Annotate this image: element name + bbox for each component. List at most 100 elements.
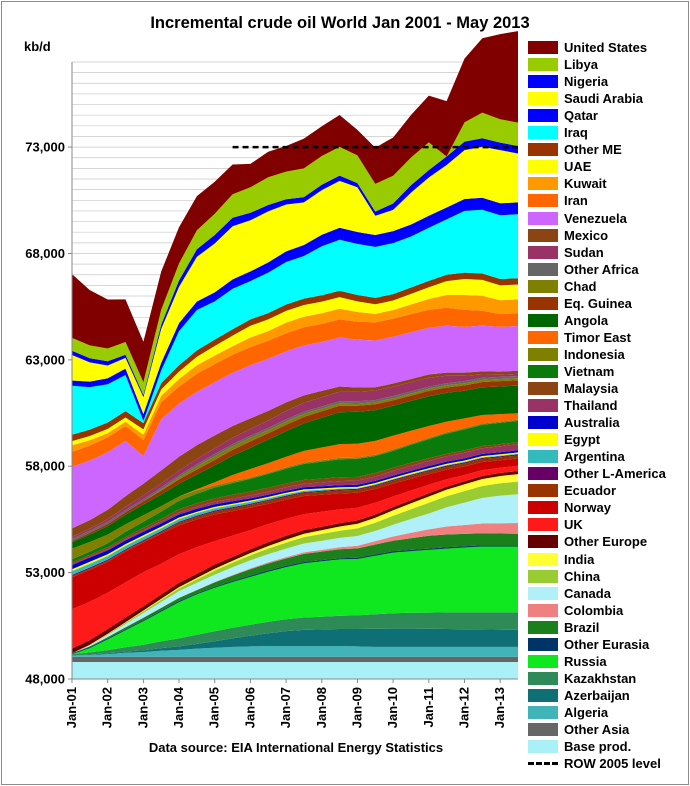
legend-label: ROW 2005 level bbox=[564, 756, 661, 772]
legend-swatch bbox=[528, 450, 558, 464]
legend-swatch bbox=[528, 143, 558, 157]
legend-item: Azerbaijan bbox=[528, 687, 630, 704]
area-china bbox=[72, 481, 518, 654]
data-source-note: Data source: EIA International Energy St… bbox=[149, 740, 443, 755]
area-series-group bbox=[72, 31, 518, 679]
legend-label: Thailand bbox=[564, 398, 618, 414]
x-tick-label: Jan-07 bbox=[278, 687, 293, 728]
legend-label: Egypt bbox=[564, 432, 601, 448]
legend-swatch bbox=[528, 552, 558, 566]
y-tick-label: 53,000 bbox=[25, 565, 65, 580]
legend-swatch bbox=[528, 160, 558, 174]
legend-item: Kuwait bbox=[528, 175, 607, 192]
y-axis-label: kb/d bbox=[24, 39, 51, 54]
area-canada bbox=[72, 494, 518, 654]
area-libya bbox=[72, 112, 518, 395]
legend-swatch bbox=[528, 177, 558, 191]
legend-label: Sudan bbox=[564, 244, 604, 260]
legend-item: Other L-America bbox=[528, 465, 666, 482]
legend-item: Other Africa bbox=[528, 261, 639, 278]
legend-swatch bbox=[528, 569, 558, 583]
legend-item: Nigeria bbox=[528, 73, 608, 90]
area-base-prod bbox=[72, 662, 518, 679]
legend-swatch bbox=[528, 467, 558, 481]
legend-swatch bbox=[528, 586, 558, 600]
legend-item: Colombia bbox=[528, 602, 623, 619]
legend-item: Saudi Arabia bbox=[528, 90, 643, 107]
legend-swatch bbox=[528, 194, 558, 208]
legend-item: Algeria bbox=[528, 704, 608, 721]
legend-swatch bbox=[528, 603, 558, 617]
legend-swatch bbox=[528, 501, 558, 515]
legend-label: Azerbaijan bbox=[564, 687, 630, 703]
legend-label: Other Eurasia bbox=[564, 636, 650, 652]
legend-label: Ecuador bbox=[564, 483, 617, 499]
legend-label: Saudi Arabia bbox=[564, 91, 643, 107]
legend-label: Indonesia bbox=[564, 346, 625, 362]
area-russia bbox=[72, 546, 518, 655]
legend-swatch bbox=[528, 654, 558, 668]
y-tick-label: 48,000 bbox=[25, 672, 65, 687]
legend-item: Ecuador bbox=[528, 482, 616, 499]
y-tick-labels: 48,000 53,000 58,000 63,000 68,000 73,000 bbox=[25, 140, 72, 687]
legend-label: Timor East bbox=[564, 329, 631, 345]
legend-item: China bbox=[528, 568, 600, 585]
legend-label: Chad bbox=[564, 278, 597, 294]
y-tick-label: 63,000 bbox=[25, 352, 65, 367]
legend-swatch bbox=[528, 296, 558, 310]
legend-item: Mexico bbox=[528, 227, 608, 244]
legend-swatch bbox=[528, 637, 558, 651]
legend-label: India bbox=[564, 551, 595, 567]
legend-item: Chad bbox=[528, 278, 597, 295]
x-tick-label: Jan-12 bbox=[456, 687, 471, 728]
legend-item: India bbox=[528, 551, 594, 568]
area-algeria bbox=[72, 646, 518, 657]
legend-label: Other Asia bbox=[564, 722, 630, 737]
legend-label: Libya bbox=[564, 57, 598, 73]
legend-swatch bbox=[528, 211, 558, 225]
legend-label: Vietnam bbox=[564, 363, 615, 379]
legend-item: Base prod. bbox=[528, 738, 631, 755]
legend-label: Algeria bbox=[564, 704, 609, 720]
legend-item: Indonesia bbox=[528, 346, 625, 363]
legend-item: Malaysia bbox=[528, 380, 618, 397]
legend-item: Other ME bbox=[528, 141, 622, 158]
x-tick-label: Jan-10 bbox=[385, 687, 400, 728]
legend-swatch bbox=[528, 433, 558, 447]
area-united-states bbox=[72, 31, 518, 383]
legend-label: UK bbox=[564, 517, 583, 533]
legend-item: UAE bbox=[528, 158, 591, 175]
legend-swatch bbox=[528, 109, 558, 123]
legend-swatch bbox=[528, 518, 558, 532]
legend-item: UK bbox=[528, 516, 583, 533]
area-iraq bbox=[72, 209, 518, 435]
legend-label: Colombia bbox=[564, 602, 624, 618]
x-tick-label: Jan-03 bbox=[135, 687, 150, 728]
legend-label: Iran bbox=[564, 193, 588, 209]
legend-swatch bbox=[528, 330, 558, 344]
area-mexico bbox=[72, 370, 518, 537]
area-kuwait bbox=[72, 295, 518, 452]
x-tick-label: Jan-13 bbox=[492, 687, 507, 728]
area-saudi-arabia bbox=[72, 146, 518, 415]
x-tick-label: Jan-06 bbox=[242, 687, 257, 728]
legend-swatch bbox=[528, 92, 558, 106]
legend-swatch bbox=[528, 740, 558, 754]
y-tick-label: 68,000 bbox=[25, 246, 65, 261]
legend-item: Vietnam bbox=[528, 363, 614, 380]
legend-item: Other Asia bbox=[528, 721, 629, 738]
legend-label: Other Europe bbox=[564, 534, 648, 550]
legend-label: Brazil bbox=[564, 619, 600, 635]
area-vietnam bbox=[72, 420, 518, 563]
x-tick-label: Jan-02 bbox=[100, 687, 115, 728]
legend-item: Venezuela bbox=[528, 210, 627, 227]
x-tick-label: Jan-08 bbox=[314, 687, 329, 728]
legend-swatch bbox=[528, 313, 558, 327]
area-uae bbox=[72, 279, 518, 446]
legend-item: Egypt bbox=[528, 431, 600, 448]
legend-label: Other L-America bbox=[564, 466, 666, 482]
legend-label: Russia bbox=[564, 653, 607, 669]
x-tick-labels: Jan-01 Jan-02 Jan-03 Jan-04 Jan-05 Jan-06 Jan-… bbox=[64, 679, 507, 728]
legend-label: Norway bbox=[564, 500, 611, 516]
legend-label: Kazakhstan bbox=[564, 670, 637, 686]
